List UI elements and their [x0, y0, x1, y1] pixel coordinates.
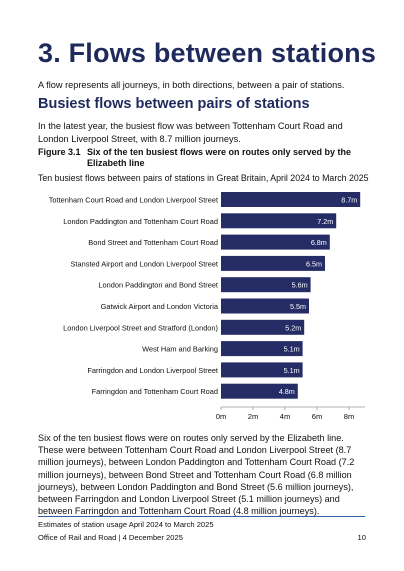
data-label: 4.8m [279, 387, 295, 396]
category-label: Bond Street and Tottenham Court Road [88, 238, 218, 247]
category-label: Farringdon and London Liverpool Street [87, 366, 218, 375]
page-number: 10 [357, 533, 366, 542]
bar-chart-svg: Tottenham Court Road and London Liverpoo… [49, 192, 365, 421]
category-label: London Paddington and Bond Street [98, 281, 218, 290]
x-tick-label: 2m [248, 412, 259, 420]
x-tick-label: 8m [344, 412, 355, 420]
data-label: 5.6m [292, 281, 308, 290]
category-label: London Liverpool Street and Stratford (L… [63, 323, 218, 332]
bar [221, 255, 325, 271]
data-label: 5.5m [290, 302, 306, 311]
category-label: London Paddington and Tottenham Court Ro… [63, 217, 218, 226]
category-label: Farringdon and Tottenham Court Road [92, 387, 218, 396]
data-label: 5.2m [285, 323, 301, 332]
bar [221, 319, 305, 335]
bar [221, 277, 311, 293]
data-label: 8.7m [341, 196, 357, 205]
bar [221, 362, 303, 378]
chart-title: Ten busiest flows between pairs of stati… [38, 173, 369, 183]
bar [221, 341, 303, 357]
bar [221, 383, 298, 399]
section-subheading: Busiest flows between pairs of stations [38, 96, 310, 112]
intro-text: A flow represents all journeys, in both … [38, 80, 345, 90]
x-tick-label: 4m [280, 412, 291, 420]
category-label: Tottenham Court Road and London Liverpoo… [49, 196, 218, 205]
bar [221, 192, 361, 207]
footer-report-title: Estimates of station usage April 2024 to… [38, 520, 214, 529]
bar [221, 234, 330, 250]
footer-rule [38, 516, 365, 517]
category-label: West Ham and Barking [142, 345, 218, 354]
bar-chart: Tottenham Court Road and London Liverpoo… [38, 188, 368, 425]
bar [221, 213, 337, 229]
data-label: 7.2m [317, 217, 333, 226]
data-label: 6.8m [311, 238, 327, 247]
x-tick-label: 6m [312, 412, 323, 420]
data-label: 5.1m [284, 366, 300, 375]
data-label: 6.5m [306, 259, 322, 268]
category-label: Gatwick Airport and London Victoria [101, 302, 219, 311]
paragraph-busiest-flow: In the latest year, the busiest flow was… [38, 121, 343, 144]
figure-title: Six of the ten busiest flows were on rou… [87, 147, 352, 168]
data-label: 5.1m [284, 345, 300, 354]
footer-publisher: Office of Rail and Road | 4 December 202… [38, 533, 183, 542]
figure-number: Figure 3.1 [38, 147, 81, 157]
category-label: Stansted Airport and London Liverpool St… [70, 259, 218, 268]
x-tick-label: 0m [216, 412, 227, 420]
paragraph-elizabeth-line: Six of the ten busiest flows were on rou… [38, 433, 355, 517]
bar [221, 298, 309, 314]
page-heading: 3. Flows between stations [38, 38, 377, 68]
